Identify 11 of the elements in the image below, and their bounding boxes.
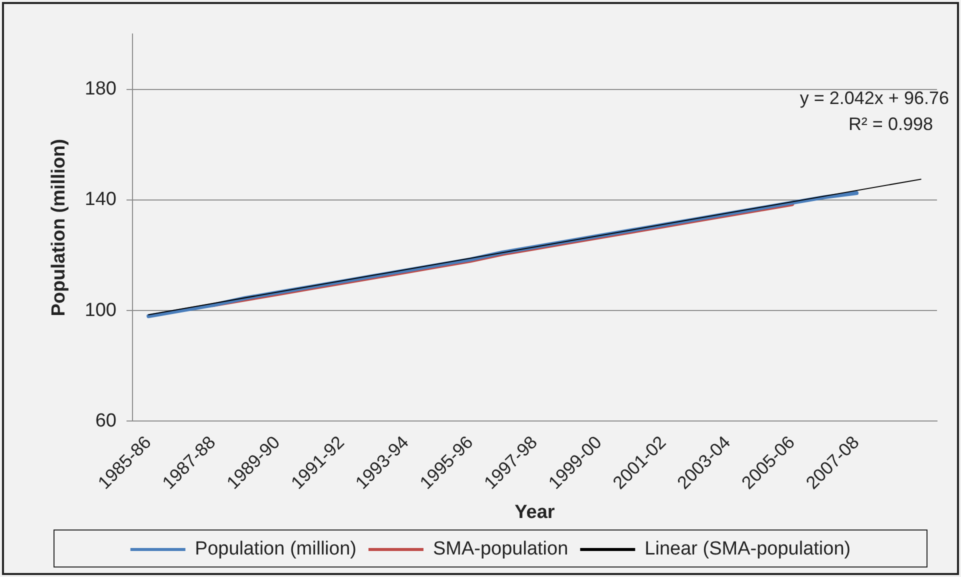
y-tick-label: 140 — [84, 189, 116, 210]
annotation: y = 2.042x + 96.76 — [800, 88, 949, 108]
y-tick-label: 60 — [95, 410, 116, 432]
y-tick-label: 100 — [84, 300, 116, 321]
y-tick-label: 180 — [84, 78, 116, 100]
y-axis-title: Population (million) — [48, 138, 70, 316]
legend-label: SMA-population — [432, 538, 568, 560]
legend-label: Linear (SMA-population) — [644, 538, 851, 560]
legend-label: Population (million) — [194, 538, 356, 560]
x-axis-title: Year — [514, 502, 556, 523]
annotation: R² = 0.998 — [848, 114, 933, 134]
